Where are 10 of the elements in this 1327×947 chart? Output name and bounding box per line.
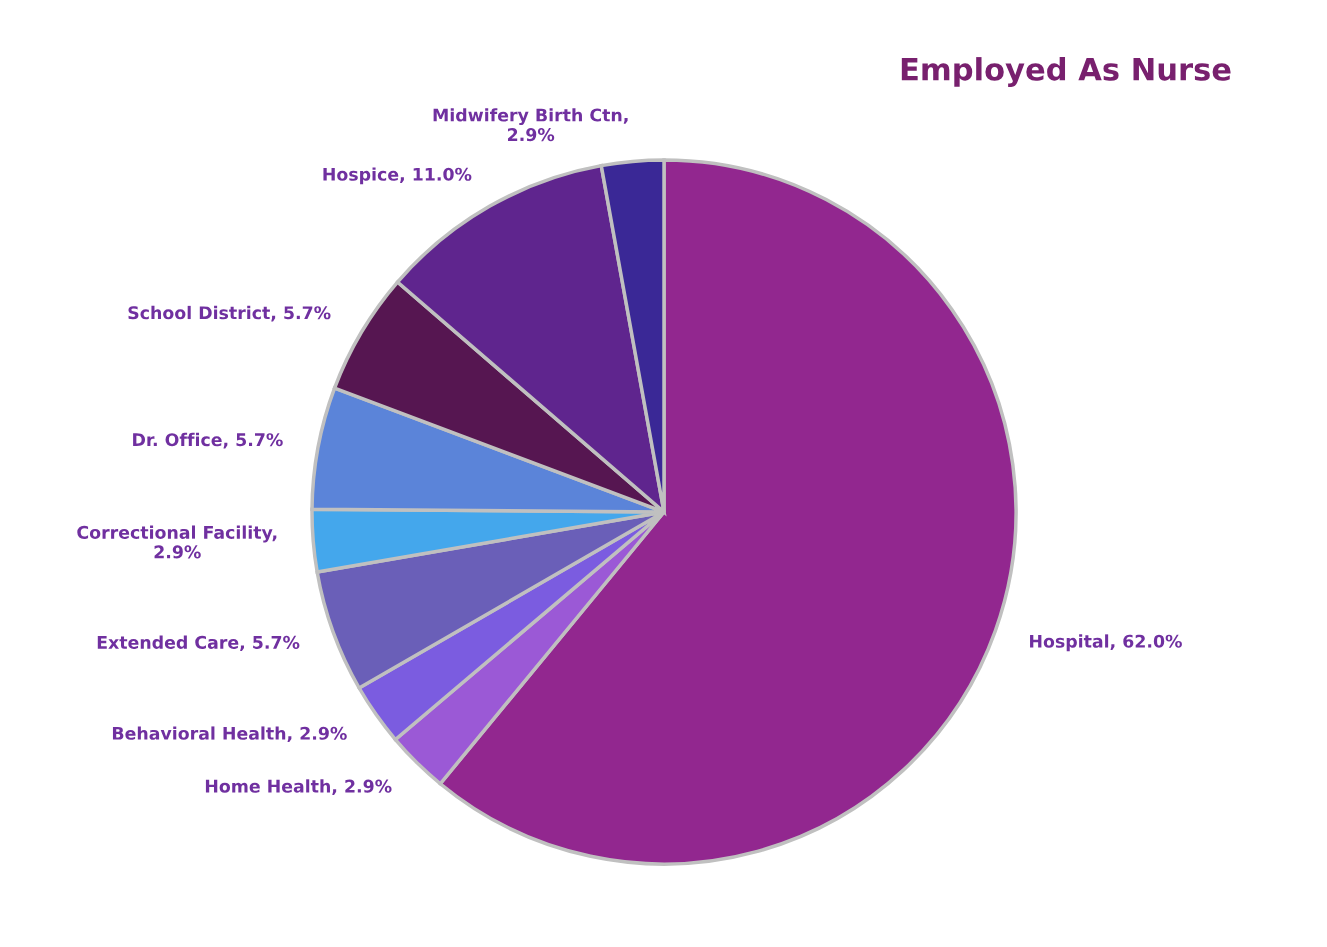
slice-label: Home Health, 2.9% — [205, 779, 392, 795]
slice-label: School District, 5.7% — [128, 305, 331, 322]
chart-title: Employed As Nurse — [901, 57, 1231, 87]
slice-label: Correctional Facility, 2.9% — [77, 525, 277, 559]
slice-label: Hospice, 11.0% — [323, 167, 472, 185]
slice-label: Hospital, 62.0% — [1030, 634, 1182, 652]
slice-label: Dr. Office, 5.7% — [133, 432, 283, 449]
slice-label: Behavioral Health, 2.9% — [112, 726, 347, 743]
slice-label: Extended Care, 5.7% — [97, 635, 300, 652]
slice-label: Midwifery Birth Ctn, 2.9% — [433, 108, 628, 142]
